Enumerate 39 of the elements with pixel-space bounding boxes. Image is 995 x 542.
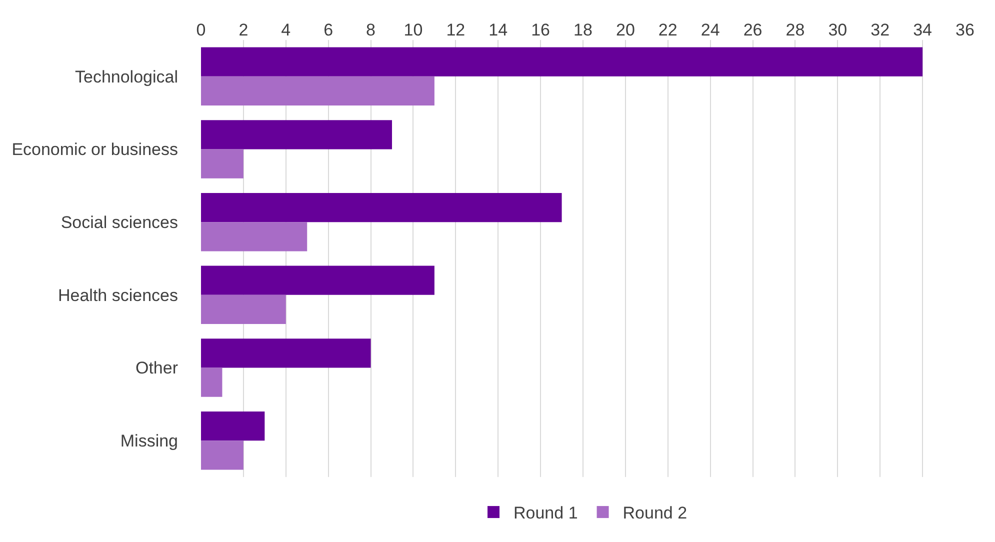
x-tick-label: 12 (446, 20, 466, 40)
bar (201, 192, 562, 222)
bar (201, 368, 222, 397)
bar (201, 120, 392, 150)
x-tick-label: 8 (366, 20, 376, 40)
bar (201, 222, 308, 252)
bar (201, 76, 434, 106)
x-tick-label: 34 (913, 20, 932, 40)
y-tick-label: Social sciences (60, 213, 178, 232)
x-tick-label: 4 (281, 20, 291, 40)
bar (201, 411, 265, 441)
x-tick-label: 28 (786, 20, 805, 40)
x-tick-label: 36 (956, 20, 974, 40)
bar (201, 149, 244, 178)
x-tick-label: 6 (324, 20, 334, 40)
y-tick-label: Other (135, 358, 178, 378)
x-tick-label: 26 (743, 20, 762, 40)
legend-label: Round 1 (514, 504, 578, 523)
x-tick-label: 2 (238, 20, 248, 40)
x-tick-label: 32 (870, 20, 890, 40)
legend-label: Round 2 (622, 504, 688, 523)
x-tick-label: 0 (196, 20, 206, 40)
x-tick-label: 22 (658, 20, 678, 40)
y-tick-label: Missing (120, 432, 178, 451)
bar (201, 440, 244, 470)
x-tick-label: 30 (828, 20, 848, 40)
y-tick-label: Technological (74, 67, 178, 86)
bar (201, 294, 286, 324)
x-tick-label: 14 (488, 20, 508, 40)
x-tick-label: 16 (531, 20, 550, 40)
x-tick-label: 18 (574, 20, 592, 40)
y-tick-label: Economic or business (12, 140, 178, 160)
bar (201, 338, 371, 368)
x-tick-label: 10 (404, 20, 423, 40)
bar (201, 47, 923, 76)
x-tick-label: 24 (700, 20, 720, 40)
y-tick-label: Health sciences (58, 286, 178, 305)
x-tick-label: 20 (616, 20, 635, 40)
bar (201, 266, 434, 295)
